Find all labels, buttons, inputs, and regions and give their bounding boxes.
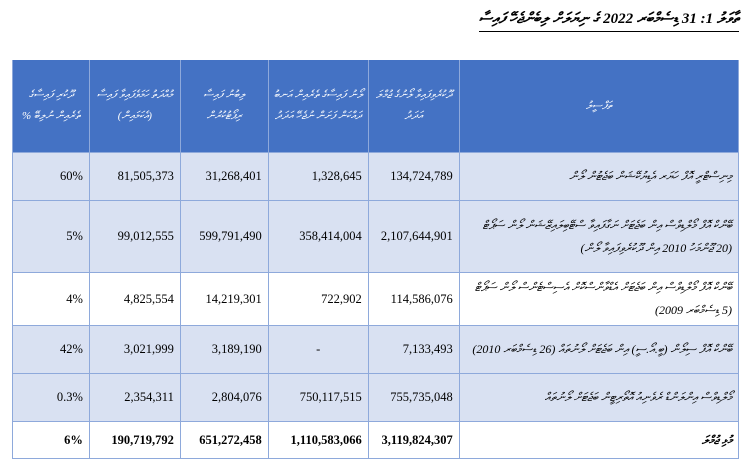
cell-non-repayable: 1,328,645 xyxy=(267,152,369,201)
cell-total-loan: 114,586,076 xyxy=(367,272,460,326)
total-loan: 3,119,824,307 xyxy=(367,421,460,459)
cell-received: 2,804,076 xyxy=(179,373,269,422)
total-non-repayable: 1,110,583,066 xyxy=(267,421,369,459)
cell-overdue: 99,012,555 xyxy=(88,200,181,273)
cell-total-loan: 7,133,493 xyxy=(367,325,460,374)
table-row: ބޭންކް އޮފް ސިލޯން (ބީ.އޯ.ސީ) އިން ބަޖެޓ… xyxy=(12,325,740,374)
cell-overdue: 4,825,554 xyxy=(88,272,181,326)
total-received: 651,272,458 xyxy=(179,421,269,459)
cell-percent: 5% xyxy=(12,200,90,273)
cell-total-loan: 755,735,048 xyxy=(367,373,460,422)
header-overdue: މުއްދަތު ހަމަވެފައިވާ ފައިސާ (އެކަމައިން… xyxy=(88,60,181,153)
table-row: ބޭންކް އޮފް މޯލްޑިވްސް އިން ބަޖެޓަށް އެޑ… xyxy=(12,272,740,326)
total-percent: 6% xyxy=(12,421,90,459)
header-row: ތަފްސީލު ދޫކުރެވިފައިވާ ލޯނުގެ ޖުމްލަ އަ… xyxy=(12,60,740,153)
cell-percent: 60% xyxy=(12,152,90,201)
loans-table: ތަފްސީލު ދޫކުރެވިފައިވާ ލޯނުގެ ޖުމްލަ އަ… xyxy=(12,60,740,459)
cell-total-loan: 134,724,789 xyxy=(367,152,460,201)
table-row: ބޭންކް އޮފް މޯލްޑިވްސް އިން ބަޖެޓަށް ނަގ… xyxy=(12,200,740,273)
row-description: ބޭންކް އޮފް މޯލްޑިވްސް އިން ބަޖެޓަށް ނަގ… xyxy=(458,200,740,273)
cell-percent: 4% xyxy=(12,272,90,326)
total-row: މުޅި ޖުމްލަ 3,119,824,307 1,110,583,066 … xyxy=(12,421,740,459)
cell-non-repayable: 358,414,004 xyxy=(267,200,369,273)
table-caption: ތާވަލު 1: 31 ޑިސެމްބަރ 2022 ގެ ނިޔަލަށް … xyxy=(478,10,739,32)
cell-non-repayable: 722,902 xyxy=(267,272,369,326)
cell-received: 599,791,490 xyxy=(179,200,269,273)
cell-non-repayable: - xyxy=(267,325,369,374)
header-received: ލިބުނު ފައިސާ ރިޕޯޓުކުރުން xyxy=(179,60,269,153)
table-row: މިނިސްޓްރީ އޮފް ހަޔަރ އެޑިޔުކޭޝަން ބަޖެޓ… xyxy=(12,152,740,201)
table-row: މޯލްޑިވްސް އިންލަންޑް ރެވެނިއު އޮތޯރިޓީނ… xyxy=(12,373,740,422)
cell-non-repayable: 750,117,515 xyxy=(267,373,369,422)
total-label: މުޅި ޖުމްލަ xyxy=(458,421,740,459)
cell-overdue: 81,505,373 xyxy=(88,152,181,201)
row-description: މޯލްޑިވްސް އިންލަންޑް ރެވެނިއު އޮތޯރިޓީނ… xyxy=(458,373,740,422)
total-overdue: 190,719,792 xyxy=(88,421,181,459)
row-description: ބޭންކް އޮފް ސިލޯން (ބީ.އޯ.ސީ) އިން ބަޖެޓ… xyxy=(458,325,740,374)
row-description: މިނިސްޓްރީ އޮފް ހަޔަރ އެޑިޔުކޭޝަން ބަޖެޓ… xyxy=(458,152,740,201)
cell-percent: 42% xyxy=(12,325,90,374)
cell-received: 31,268,401 xyxy=(179,152,269,201)
cell-received: 3,189,190 xyxy=(179,325,269,374)
cell-received: 14,219,301 xyxy=(179,272,269,326)
header-percent: ދޫކުރި ފައިސާގެ ތެރެއިން ނުލިބޭ % xyxy=(12,60,90,153)
cell-percent: 0.3% xyxy=(12,373,90,422)
header-description: ތަފްސީލު xyxy=(458,60,740,153)
row-description: ބޭންކް އޮފް މޯލްޑިވްސް އިން ބަޖެޓަށް އެޑ… xyxy=(458,272,740,326)
header-total-loan: ދޫކުރެވިފައިވާ ލޯނުގެ ޖުމްލަ އަދަދު xyxy=(367,60,460,153)
cell-overdue: 3,021,999 xyxy=(88,325,181,374)
header-non-repayable: ލޯނު ފައިސާގެ ތެރެއިން އަނބު ދައްކަން ފަ… xyxy=(267,60,369,153)
cell-total-loan: 2,107,644,901 xyxy=(367,200,460,273)
cell-overdue: 2,354,311 xyxy=(88,373,181,422)
